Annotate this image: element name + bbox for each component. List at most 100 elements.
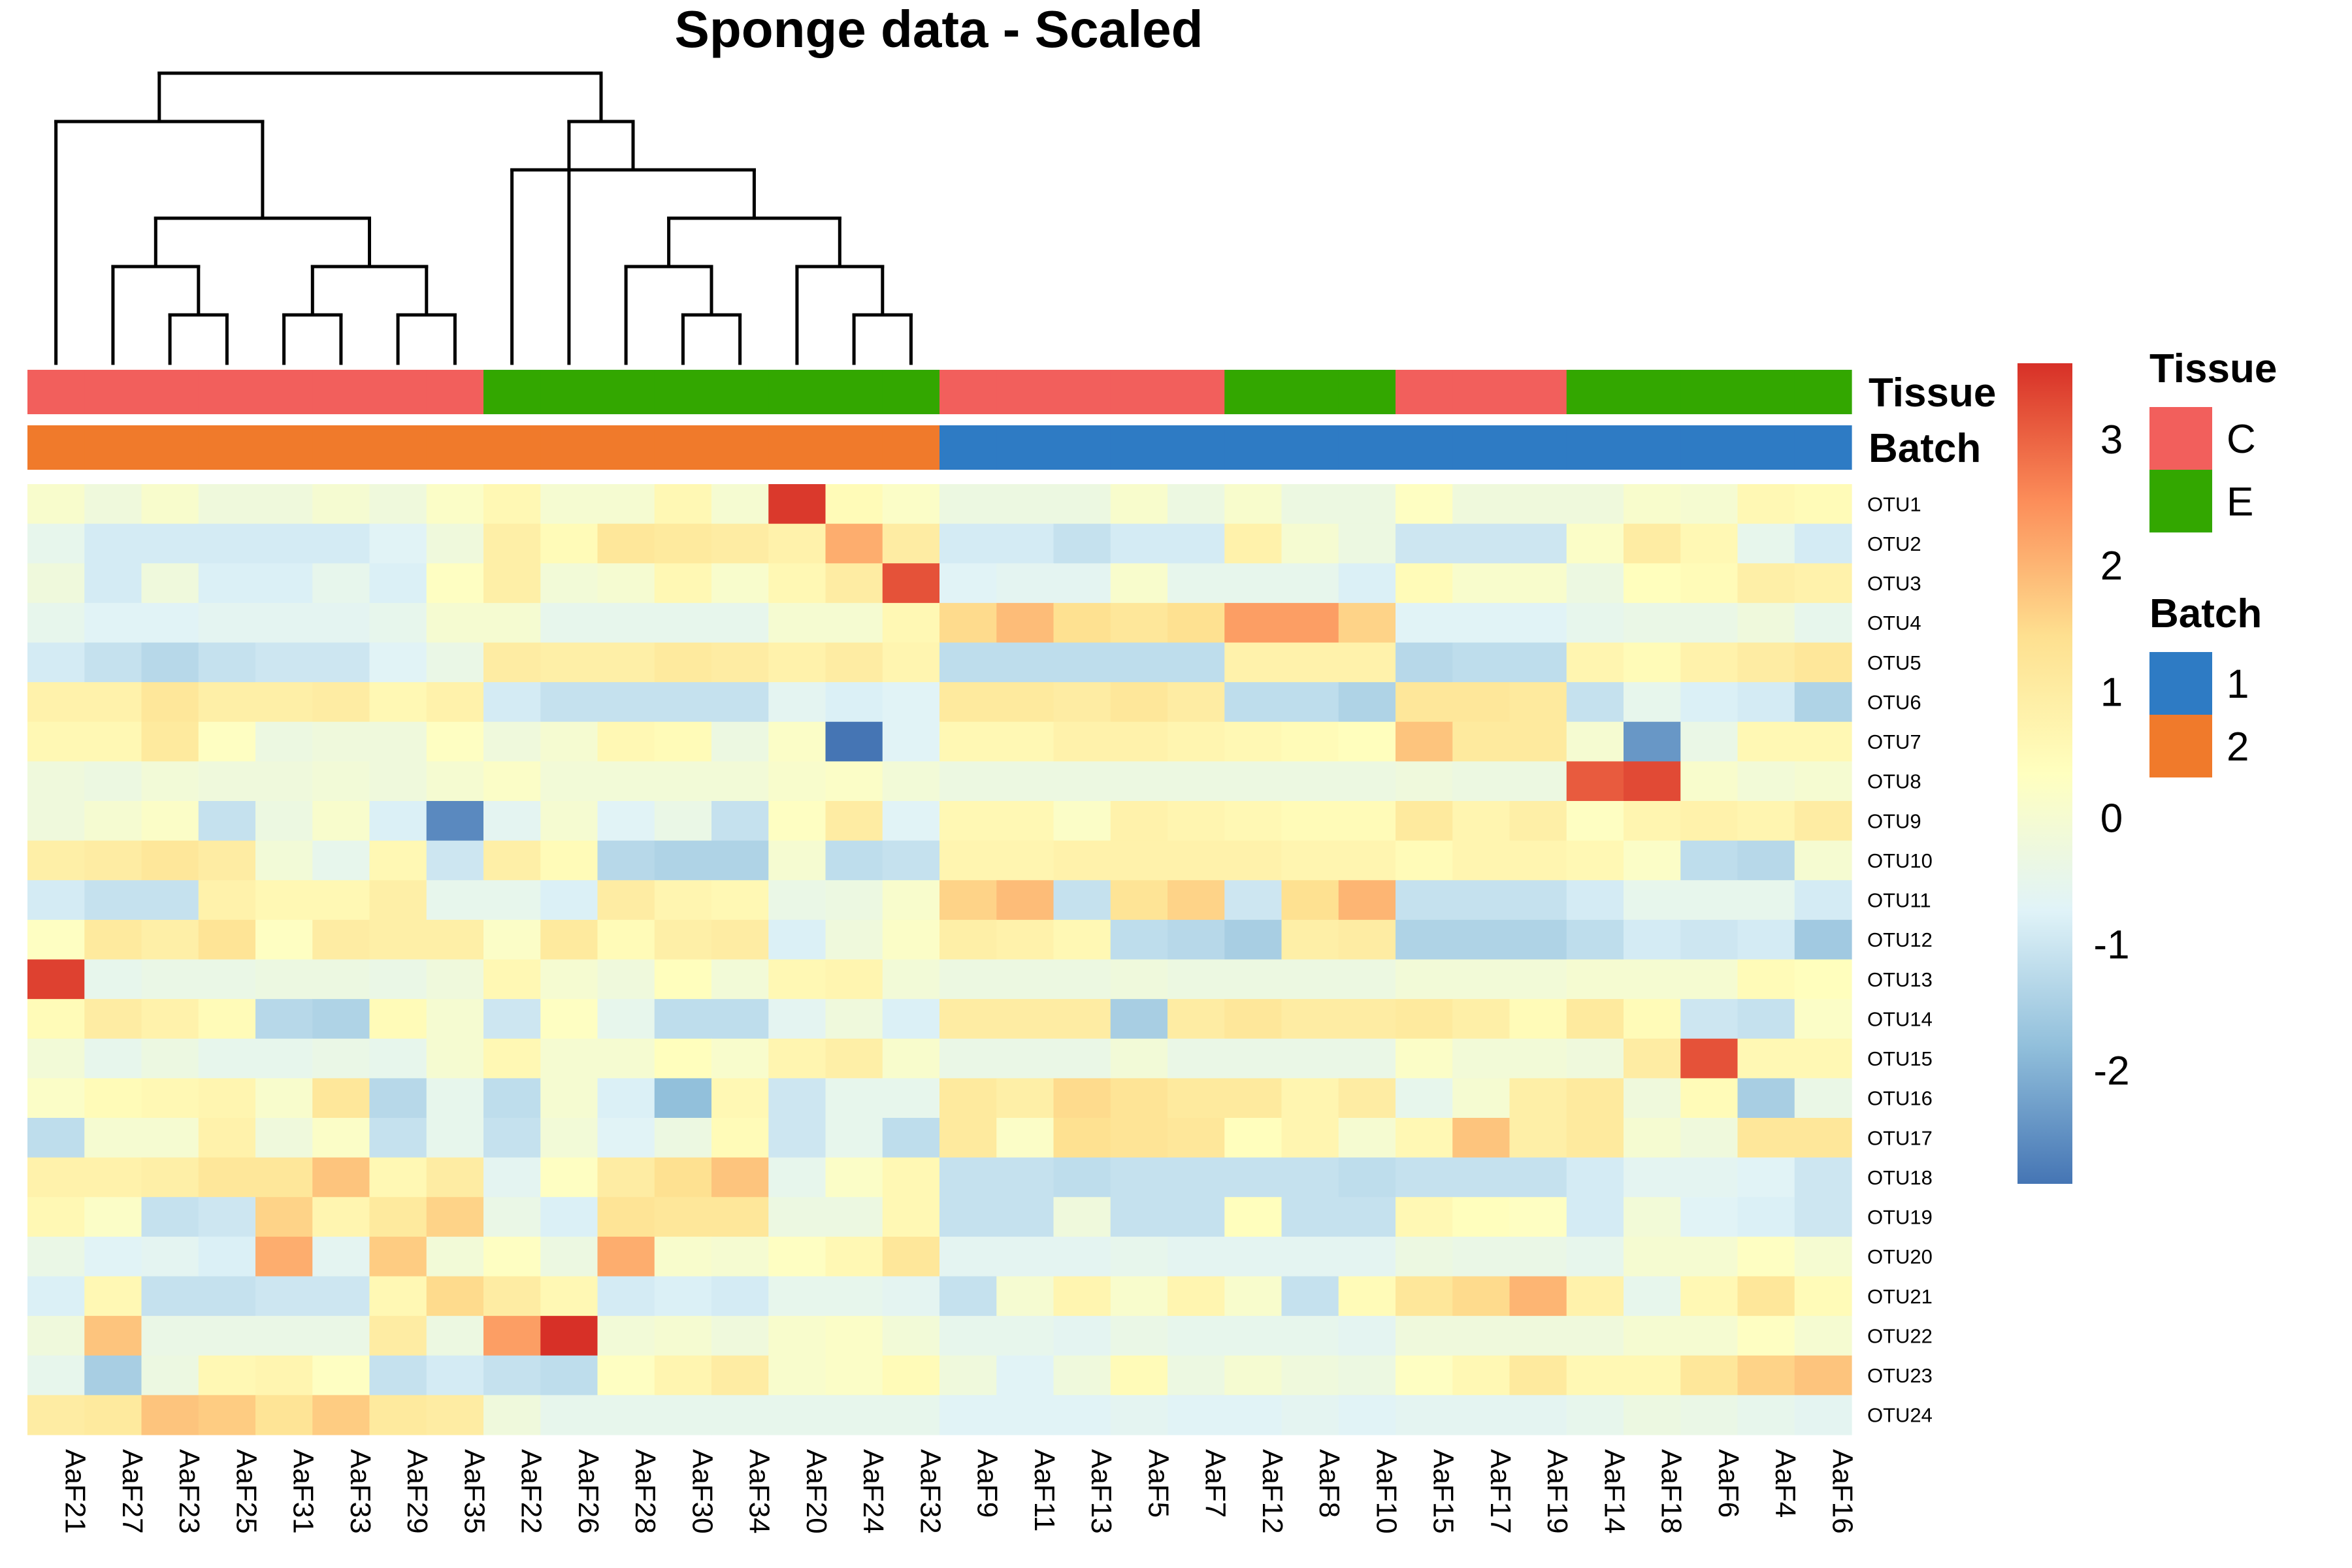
heatmap-cell-OTU8-AaF31 bbox=[255, 761, 313, 802]
heatmap-cell-OTU4-AaF24 bbox=[825, 602, 883, 644]
heatmap-cell-OTU17-AaF14 bbox=[1566, 1118, 1624, 1158]
heatmap-cell-OTU8-AaF16 bbox=[1794, 761, 1852, 802]
column-label-AaF30: AaF30 bbox=[686, 1449, 718, 1534]
heatmap-cell-OTU1-AaF4 bbox=[1737, 484, 1795, 525]
heatmap-cell-OTU22-AaF20 bbox=[768, 1316, 826, 1356]
row-label-OTU3: OTU3 bbox=[1867, 572, 1921, 595]
heatmap-cell-OTU16-AaF17 bbox=[1452, 1078, 1511, 1119]
heatmap-cell-OTU23-AaF25 bbox=[198, 1355, 256, 1396]
heatmap-cell-OTU7-AaF28 bbox=[597, 721, 655, 762]
heatmap-cell-OTU19-AaF21 bbox=[27, 1197, 85, 1237]
heatmap-cell-OTU11-AaF7 bbox=[1168, 880, 1225, 921]
heatmap-cell-OTU9-AaF21 bbox=[27, 801, 85, 841]
heatmap-cell-OTU7-AaF26 bbox=[540, 721, 598, 762]
heatmap-cell-OTU10-AaF33 bbox=[312, 840, 370, 881]
heatmap-cell-OTU18-AaF19 bbox=[1509, 1157, 1567, 1198]
heatmap-cell-OTU10-AaF21 bbox=[27, 840, 85, 881]
heatmap-cell-OTU15-AaF4 bbox=[1737, 1038, 1795, 1079]
heatmap-cell-OTU13-AaF19 bbox=[1509, 959, 1567, 1000]
heatmap-cell-OTU17-AaF10 bbox=[1338, 1118, 1396, 1158]
heatmap-cell-OTU15-AaF11 bbox=[996, 1038, 1054, 1079]
heatmap-cell-OTU10-AaF35 bbox=[426, 840, 484, 881]
heatmap-cell-OTU8-AaF6 bbox=[1680, 761, 1739, 802]
heatmap-cell-OTU20-AaF35 bbox=[426, 1236, 484, 1277]
annotation-cell-batch-AaF24 bbox=[825, 425, 883, 470]
heatmap-cell-OTU11-AaF27 bbox=[84, 880, 142, 921]
heatmap-cell-OTU6-AaF8 bbox=[1281, 682, 1339, 723]
heatmap-cell-OTU12-AaF5 bbox=[1110, 919, 1168, 960]
heatmap-cell-OTU17-AaF28 bbox=[597, 1118, 655, 1158]
heatmap-cell-OTU23-AaF26 bbox=[540, 1355, 598, 1396]
heatmap-cell-OTU5-AaF14 bbox=[1566, 642, 1624, 683]
heatmap-cell-OTU2-AaF27 bbox=[84, 523, 142, 564]
heatmap-cell-OTU1-AaF34 bbox=[711, 484, 769, 525]
heatmap-cell-OTU20-AaF19 bbox=[1509, 1236, 1567, 1277]
heatmap-cell-OTU6-AaF10 bbox=[1338, 682, 1396, 723]
heatmap-cell-OTU13-AaF18 bbox=[1624, 959, 1681, 1000]
heatmap-cell-OTU6-AaF28 bbox=[597, 682, 655, 723]
heatmap-cell-OTU4-AaF30 bbox=[654, 602, 712, 644]
heatmap-cell-OTU8-AaF30 bbox=[654, 761, 712, 802]
heatmap-cell-OTU21-AaF26 bbox=[540, 1276, 598, 1316]
heatmap-cell-OTU12-AaF29 bbox=[369, 919, 427, 960]
heatmap-cell-OTU23-AaF33 bbox=[312, 1355, 370, 1396]
heatmap-cell-OTU2-AaF22 bbox=[483, 523, 541, 564]
heatmap-cell-OTU16-AaF24 bbox=[825, 1078, 883, 1119]
annotation-cell-batch-AaF9 bbox=[939, 425, 997, 470]
heatmap-cell-OTU13-AaF23 bbox=[141, 959, 199, 1000]
heatmap-cell-OTU14-AaF26 bbox=[540, 999, 598, 1039]
heatmap-cell-OTU9-AaF25 bbox=[198, 801, 256, 841]
heatmap-cell-OTU3-AaF6 bbox=[1680, 563, 1739, 604]
heatmap-cell-OTU15-AaF24 bbox=[825, 1038, 883, 1079]
row-label-OTU20: OTU20 bbox=[1867, 1245, 1933, 1268]
heatmap-cell-OTU16-AaF29 bbox=[369, 1078, 427, 1119]
heatmap-cell-OTU20-AaF8 bbox=[1281, 1236, 1339, 1277]
heatmap-cell-OTU17-AaF25 bbox=[198, 1118, 256, 1158]
annotation-cell-batch-AaF4 bbox=[1737, 425, 1795, 470]
annotation-cell-tissue-AaF9 bbox=[939, 370, 997, 414]
heatmap-cell-OTU14-AaF8 bbox=[1281, 999, 1339, 1039]
heatmap-cell-OTU16-AaF16 bbox=[1794, 1078, 1852, 1119]
heatmap-cell-OTU7-AaF33 bbox=[312, 721, 370, 762]
heatmap-cell-OTU24-AaF26 bbox=[540, 1395, 598, 1435]
annotation-cell-batch-AaF27 bbox=[84, 425, 142, 470]
heatmap-cell-OTU5-AaF13 bbox=[1053, 642, 1111, 683]
heatmap-cell-OTU22-AaF12 bbox=[1224, 1316, 1282, 1356]
heatmap-cell-OTU19-AaF31 bbox=[255, 1197, 313, 1237]
heatmap-cell-OTU9-AaF27 bbox=[84, 801, 142, 841]
heatmap-cell-OTU24-AaF34 bbox=[711, 1395, 769, 1435]
row-label-OTU18: OTU18 bbox=[1867, 1166, 1933, 1189]
heatmap-cell-OTU13-AaF4 bbox=[1737, 959, 1795, 1000]
heatmap-cell-OTU24-AaF20 bbox=[768, 1395, 826, 1435]
heatmap-cell-OTU11-AaF5 bbox=[1110, 880, 1168, 921]
heatmap-cell-OTU7-AaF5 bbox=[1110, 721, 1168, 762]
heatmap-cell-OTU15-AaF27 bbox=[84, 1038, 142, 1079]
heatmap-cell-OTU5-AaF19 bbox=[1509, 642, 1567, 683]
annotation-cell-tissue-AaF14 bbox=[1566, 370, 1624, 414]
column-label-AaF22: AaF22 bbox=[515, 1449, 547, 1534]
heatmap-cell-OTU6-AaF7 bbox=[1168, 682, 1225, 723]
heatmap-cell-OTU18-AaF33 bbox=[312, 1157, 370, 1198]
heatmap-cell-OTU17-AaF6 bbox=[1680, 1118, 1739, 1158]
heatmap-cell-OTU8-AaF13 bbox=[1053, 761, 1111, 802]
annotation-cell-tissue-AaF24 bbox=[825, 370, 883, 414]
heatmap-cell-OTU4-AaF31 bbox=[255, 602, 313, 644]
annotation-cell-tissue-AaF17 bbox=[1452, 370, 1511, 414]
heatmap-cell-OTU10-AaF5 bbox=[1110, 840, 1168, 881]
heatmap-cell-OTU7-AaF23 bbox=[141, 721, 199, 762]
heatmap-cell-OTU11-AaF15 bbox=[1396, 880, 1453, 921]
heatmap-cell-OTU8-AaF27 bbox=[84, 761, 142, 802]
heatmap-cell-OTU16-AaF18 bbox=[1624, 1078, 1681, 1119]
annotation-cell-tissue-AaF29 bbox=[369, 370, 427, 414]
heatmap-cell-OTU6-AaF20 bbox=[768, 682, 826, 723]
heatmap-cell-OTU20-AaF4 bbox=[1737, 1236, 1795, 1277]
heatmap-cell-OTU14-AaF30 bbox=[654, 999, 712, 1039]
heatmap-cell-OTU13-AaF12 bbox=[1224, 959, 1282, 1000]
legend-swatch-tissue-E bbox=[2149, 470, 2212, 532]
annotation-cell-tissue-AaF25 bbox=[198, 370, 256, 414]
heatmap-cell-OTU21-AaF34 bbox=[711, 1276, 769, 1316]
heatmap-cell-OTU24-AaF29 bbox=[369, 1395, 427, 1435]
heatmap-cell-OTU21-AaF25 bbox=[198, 1276, 256, 1316]
heatmap-cell-OTU18-AaF34 bbox=[711, 1157, 769, 1198]
column-label-AaF8: AaF8 bbox=[1313, 1449, 1345, 1518]
